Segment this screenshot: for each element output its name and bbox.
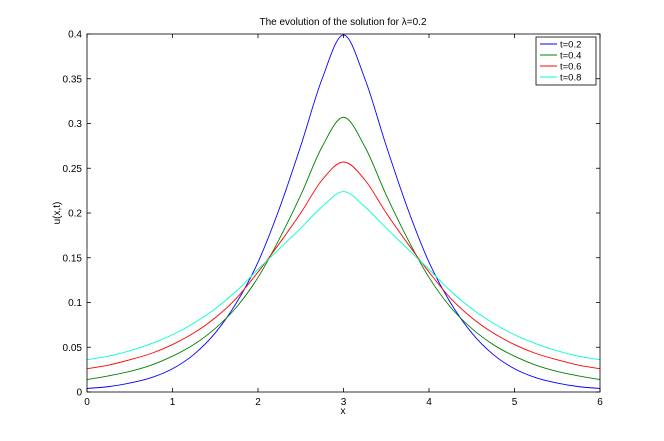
y-tick-label: 0.1 [68,298,82,309]
chart-title: The evolution of the solution for λ=0.2 [259,17,426,28]
series-layer [86,34,601,389]
y-tick-label: 0.2 [68,209,82,220]
series-line-4 [86,191,601,361]
x-axis-label: x [341,406,346,417]
y-axis-label: u(x,t) [52,202,63,225]
legend-label-3: t=0.6 [560,61,581,72]
legend: t=0.2t=0.4t=0.6t=0.8 [535,36,597,86]
y-tick-label: 0.4 [68,30,82,41]
y-tick-label: 0.3 [68,119,82,130]
y-tick-label: 0.05 [63,343,83,354]
x-tick-label: 4 [426,397,432,408]
x-tick-label: 2 [255,397,261,408]
legend-label-4: t=0.8 [560,72,581,83]
x-tick-label: 5 [512,397,518,408]
plot-background [87,34,600,392]
y-tick-label: 0.35 [63,74,83,85]
series-line-3 [86,161,601,370]
legend-label-2: t=0.4 [560,50,581,61]
series-line-2 [86,116,601,380]
x-tick-label: 6 [597,397,603,408]
legend-label-1: t=0.2 [560,39,581,50]
y-tick-label: 0 [76,388,82,399]
x-tick-label: 1 [170,397,176,408]
x-tick-label: 0 [84,397,90,408]
y-tick-label: 0.25 [63,164,83,175]
tick-layer: 0 1 2 3 4 5 6 0 0.05 0.1 0.15 0.2 0.25 0.3 0.35 0.4 [63,30,604,409]
y-tick-label: 0.15 [63,253,83,264]
x-tick-label: 3 [341,397,347,408]
